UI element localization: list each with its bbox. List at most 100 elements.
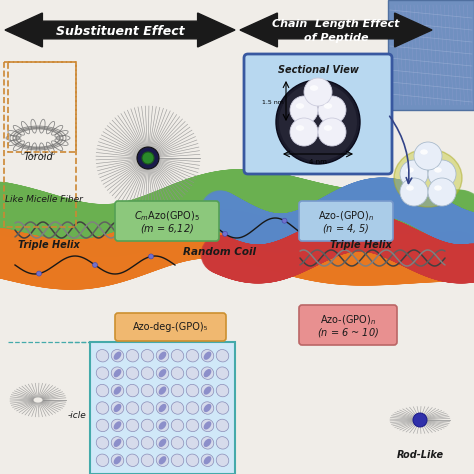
Circle shape [304, 78, 332, 106]
Text: Like Micelle Fiber: Like Micelle Fiber [5, 195, 83, 204]
Ellipse shape [111, 402, 124, 414]
Circle shape [137, 147, 159, 169]
Ellipse shape [159, 352, 166, 360]
Text: ($n$ = 4, 5): ($n$ = 4, 5) [322, 222, 370, 235]
Circle shape [290, 118, 318, 146]
Ellipse shape [156, 454, 169, 466]
Ellipse shape [126, 384, 139, 397]
Ellipse shape [111, 454, 124, 466]
Ellipse shape [296, 103, 304, 109]
Ellipse shape [434, 185, 442, 191]
Ellipse shape [204, 456, 211, 465]
Ellipse shape [171, 454, 184, 466]
Ellipse shape [114, 439, 121, 447]
Ellipse shape [114, 456, 121, 465]
Ellipse shape [406, 185, 414, 191]
Ellipse shape [204, 352, 211, 360]
Ellipse shape [186, 454, 199, 466]
Ellipse shape [171, 402, 184, 414]
Ellipse shape [126, 402, 139, 414]
Ellipse shape [141, 437, 154, 449]
Ellipse shape [216, 384, 229, 397]
Ellipse shape [171, 419, 184, 432]
FancyBboxPatch shape [244, 54, 392, 174]
Ellipse shape [171, 367, 184, 379]
Circle shape [276, 80, 360, 164]
Ellipse shape [204, 421, 211, 429]
Ellipse shape [324, 103, 332, 109]
Ellipse shape [114, 404, 121, 412]
Ellipse shape [296, 125, 304, 131]
Text: Sectional View: Sectional View [278, 65, 358, 75]
Ellipse shape [159, 386, 166, 395]
Ellipse shape [171, 384, 184, 397]
Ellipse shape [310, 85, 318, 91]
Circle shape [414, 142, 442, 170]
Text: Azo-(GPO)$_n$: Azo-(GPO)$_n$ [320, 313, 376, 327]
Circle shape [279, 83, 357, 161]
Circle shape [92, 263, 98, 267]
Ellipse shape [141, 454, 154, 466]
Ellipse shape [126, 437, 139, 449]
Text: Azo-(GPO)$_n$: Azo-(GPO)$_n$ [318, 209, 374, 223]
Ellipse shape [96, 384, 109, 397]
Ellipse shape [186, 419, 199, 432]
Ellipse shape [171, 349, 184, 362]
Ellipse shape [201, 349, 214, 362]
Circle shape [290, 96, 318, 124]
Ellipse shape [186, 367, 199, 379]
Ellipse shape [126, 454, 139, 466]
Text: Chain  Length Effect: Chain Length Effect [272, 19, 400, 29]
Text: of Peptide: of Peptide [304, 33, 368, 43]
Polygon shape [240, 13, 432, 47]
Text: Rod-Like: Rod-Like [396, 450, 444, 460]
Ellipse shape [394, 149, 462, 207]
Ellipse shape [201, 454, 214, 466]
Ellipse shape [141, 367, 154, 379]
Circle shape [36, 271, 42, 276]
Ellipse shape [186, 437, 199, 449]
Circle shape [222, 231, 228, 237]
Ellipse shape [111, 367, 124, 379]
Ellipse shape [159, 404, 166, 412]
Ellipse shape [96, 349, 109, 362]
Text: ($m$ = 6,12): ($m$ = 6,12) [140, 222, 194, 235]
Bar [8, 62, 76, 152]
Ellipse shape [159, 421, 166, 429]
Ellipse shape [141, 384, 154, 397]
Circle shape [148, 254, 154, 259]
Bar [4, 62, 76, 227]
Ellipse shape [216, 367, 229, 379]
Ellipse shape [201, 402, 214, 414]
Ellipse shape [186, 402, 199, 414]
Ellipse shape [186, 349, 199, 362]
Ellipse shape [201, 367, 214, 379]
Text: Random Coil: Random Coil [183, 247, 256, 257]
Text: 1.5 nm: 1.5 nm [262, 100, 284, 104]
Ellipse shape [420, 149, 428, 155]
Ellipse shape [156, 367, 169, 379]
Ellipse shape [96, 367, 109, 379]
Ellipse shape [204, 439, 211, 447]
Ellipse shape [171, 437, 184, 449]
Ellipse shape [114, 386, 121, 395]
Ellipse shape [201, 437, 214, 449]
Polygon shape [5, 13, 235, 47]
Ellipse shape [216, 437, 229, 449]
Circle shape [400, 160, 428, 188]
Ellipse shape [156, 349, 169, 362]
Ellipse shape [96, 454, 109, 466]
Ellipse shape [156, 384, 169, 397]
Ellipse shape [111, 349, 124, 362]
Circle shape [428, 178, 456, 206]
Ellipse shape [159, 439, 166, 447]
Text: Azo-deg-(GPO)₅: Azo-deg-(GPO)₅ [133, 322, 208, 332]
Ellipse shape [204, 386, 211, 395]
FancyBboxPatch shape [115, 313, 226, 341]
Ellipse shape [216, 349, 229, 362]
Ellipse shape [159, 456, 166, 465]
Ellipse shape [216, 419, 229, 432]
Ellipse shape [111, 419, 124, 432]
FancyBboxPatch shape [299, 201, 393, 241]
Text: Triple Helix: Triple Helix [330, 240, 392, 250]
